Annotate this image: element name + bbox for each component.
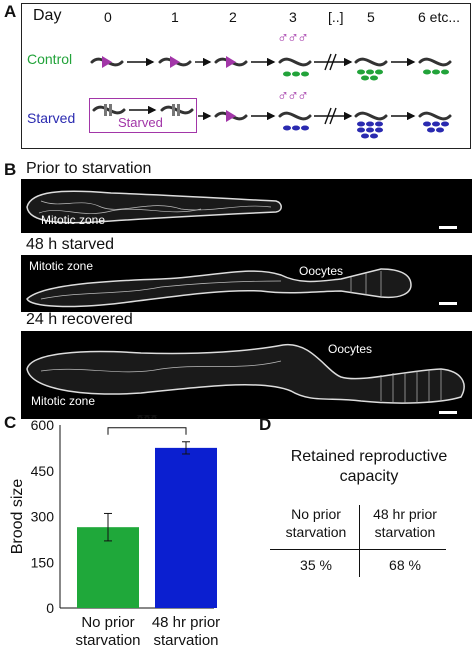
- image-title-prior: Prior to starvation: [26, 160, 152, 177]
- micro-label-mitotic-zone: Mitotic zone: [29, 259, 94, 273]
- table-header-no-prior-1: No prior: [291, 506, 341, 522]
- bar: [155, 447, 217, 608]
- day-3: 3: [289, 9, 297, 25]
- retained-title-line2: capacity: [339, 468, 399, 485]
- row-label-starved: Starved: [27, 110, 76, 126]
- control-row-gonads: [102, 56, 236, 68]
- x-tick-label: starvation: [75, 632, 140, 649]
- y-axis-label: Brood size: [9, 479, 26, 555]
- panel-a-diagram: [90, 53, 452, 139]
- micro-label-mitotic-zone: Mitotic zone: [41, 213, 106, 227]
- panel-c-letter: C: [4, 413, 17, 432]
- micro-label-oocytes: Oocytes: [328, 342, 373, 356]
- starved-box-label: Starved: [118, 115, 163, 130]
- brood-size-chart: 0 150 300 450 600 Brood size No prior starvatio…: [0, 409, 240, 653]
- y-tick-label: 150: [31, 554, 55, 570]
- gonad-icon: [226, 56, 236, 68]
- worm-icon: [354, 111, 388, 121]
- panel-d-letter: D: [259, 415, 272, 434]
- panel-b-letter: B: [4, 160, 17, 179]
- table-header-48hr-1: 48 hr prior: [373, 506, 437, 522]
- significance-bracket: [107, 427, 187, 435]
- micrograph-prior: Mitotic zone: [21, 179, 472, 233]
- day-1: 1: [171, 9, 179, 25]
- x-tick-label: 48 hr prior: [152, 614, 220, 631]
- starved-row-eggs: [283, 121, 449, 139]
- panel-a-frame: [21, 3, 471, 149]
- control-row-eggs: [283, 69, 449, 81]
- day-2: 2: [229, 9, 237, 25]
- starved-row-worms: [92, 105, 452, 121]
- micrograph-recovered: Oocytes Mitotic zone: [21, 331, 472, 419]
- gonad-icon: [170, 56, 180, 68]
- day-label: Day: [33, 7, 62, 24]
- gonad-icon: [226, 110, 236, 122]
- table-header-48hr-2: starvation: [374, 524, 436, 540]
- micro-label-mitotic-zone: Mitotic zone: [31, 394, 96, 408]
- row-label-control: Control: [27, 51, 73, 67]
- male-symbols-starved: ♂♂♂: [277, 88, 309, 105]
- scale-bar: [439, 411, 457, 414]
- table-value-48hr: 68 %: [389, 557, 421, 573]
- micro-label-oocytes: Oocytes: [299, 264, 344, 278]
- male-symbols-control: ♂♂♂: [277, 30, 309, 47]
- panel-a-letter: A: [4, 2, 17, 21]
- table-divider-horizontal: [270, 549, 446, 550]
- starved-box: [89, 98, 197, 133]
- worm-icon: [354, 57, 388, 67]
- x-tick-label: starvation: [153, 632, 218, 649]
- worm-icon: [278, 57, 312, 67]
- table-value-no-prior: 35 %: [300, 557, 332, 573]
- y-tick-label: 300: [31, 509, 55, 525]
- starved-row-arrested-gonads: [104, 104, 180, 116]
- gonad-prior-image: [26, 190, 282, 224]
- x-tick-label: No prior: [81, 614, 134, 631]
- significance-label: ***: [136, 415, 157, 429]
- day-5: 5: [367, 9, 375, 25]
- worm-icon: [418, 57, 452, 67]
- micrograph-starved: Mitotic zone Oocytes: [21, 255, 472, 312]
- retained-title-line1: Retained reproductive: [290, 448, 448, 465]
- panel-a: A Day 0 1 2 3 [..] 5 6 etc... Control St…: [0, 0, 474, 153]
- table-divider-vertical: [359, 505, 360, 577]
- table-header-no-prior-2: starvation: [285, 524, 347, 540]
- worm-icon: [418, 111, 452, 121]
- worm-icon: [278, 111, 312, 121]
- y-tick-label: 600: [31, 417, 55, 433]
- y-tick-label: 0: [46, 600, 54, 616]
- scale-bar: [439, 226, 457, 229]
- image-title-starved: 48 h starved: [26, 236, 115, 253]
- day-6-etc: 6 etc...: [418, 9, 461, 25]
- y-tick-label: 450: [31, 463, 55, 479]
- gonad-recovered-image: [26, 344, 465, 404]
- gonad-starved-image: [26, 268, 412, 308]
- day-0: 0: [104, 9, 112, 25]
- day-gap: [..]: [328, 9, 344, 25]
- scale-bar: [439, 302, 457, 305]
- image-title-recovered: 24 h recovered: [26, 311, 133, 328]
- gonad-icon: [102, 56, 112, 68]
